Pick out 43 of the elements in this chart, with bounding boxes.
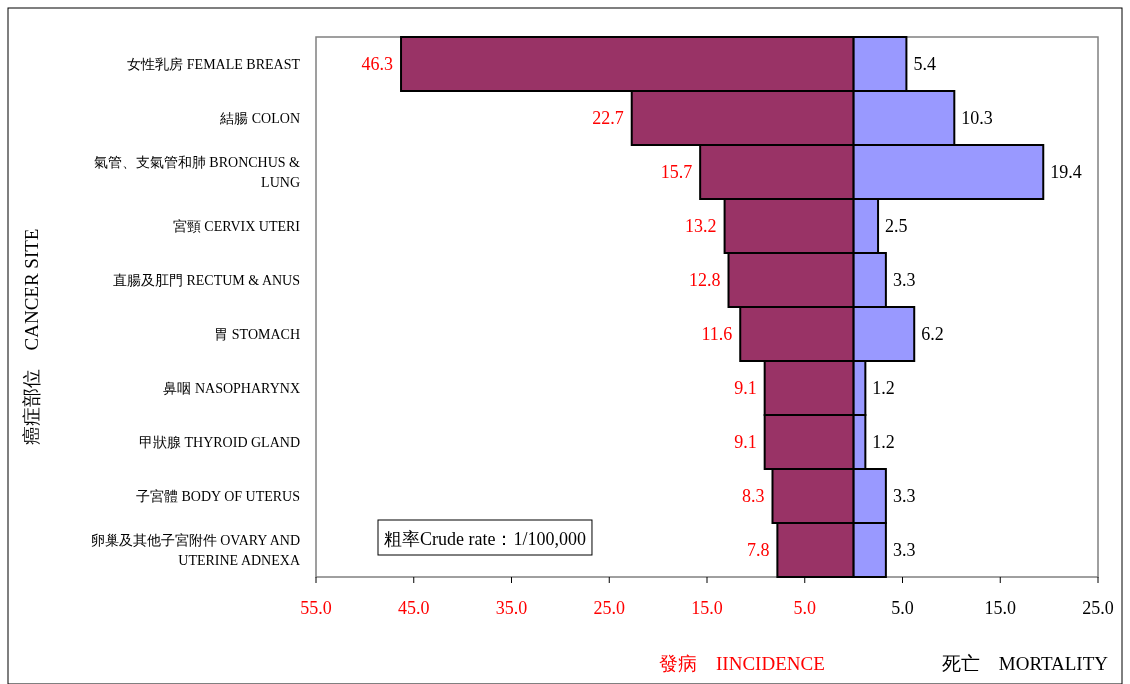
x-tick-label: 25.0 <box>593 598 625 618</box>
text: 發病 IINCIDENCE <box>659 653 825 674</box>
data-label: 6.2 <box>921 324 944 344</box>
data-label: 2.5 <box>885 216 908 236</box>
data-label: 3.3 <box>892 270 916 290</box>
data-label: 13.2 <box>685 216 717 236</box>
x-tick-label: 5.0 <box>793 598 816 618</box>
y-axis-title: 癌症部位 CANCER SITE <box>21 228 42 446</box>
y-tick-label: 宮頸 CERVIX UTERI <box>172 219 301 234</box>
text: 死亡 MORTALITY <box>941 653 1109 674</box>
data-label: 1.2 <box>872 378 895 398</box>
y-tick-label: 女性乳房 FEMALE BREAST <box>127 57 301 72</box>
x-tick-label: 15.0 <box>691 598 723 618</box>
data-label: 46.3 <box>361 54 394 74</box>
data-label: 7.8 <box>746 540 770 560</box>
y-tick-label: 鼻咽 NASOPHARYNX <box>163 381 300 396</box>
y-tick-label: 甲狀腺 THYROID GLAND <box>139 435 300 450</box>
y-tick-label: 卵巢及其他子宮附件 OVARY AND UTERINE ADNEXA <box>90 533 301 568</box>
y-tick-label: 胃 STOMACH <box>214 327 300 342</box>
data-label: 5.4 <box>913 54 936 74</box>
data-label: 8.3 <box>741 486 765 506</box>
data-label: 10.3 <box>961 108 993 128</box>
y-tick-label: 子宮體 BODY OF UTERUS <box>136 489 300 504</box>
x-tick-label: 5.0 <box>891 598 914 618</box>
data-label: 19.4 <box>1050 162 1082 182</box>
x-tick-label: 35.0 <box>495 598 528 618</box>
data-label: 15.7 <box>660 162 693 182</box>
x-tick-label: 15.0 <box>984 598 1016 618</box>
data-label: 1.2 <box>872 432 895 452</box>
y-tick-label: 結腸 COLON <box>219 111 300 126</box>
y-tick-label: 直腸及肛門 RECTUM & ANUS <box>112 273 300 288</box>
data-label: 3.3 <box>892 540 916 560</box>
y-tick-label: 氣管、支氣管和肺 BRONCHUS & LUNG <box>93 155 301 190</box>
annotation: 粗率Crude rate：1/100,000 <box>384 529 586 549</box>
data-label: 9.1 <box>734 378 757 398</box>
data-label: 11.6 <box>701 324 733 344</box>
x-tick-label: 55.0 <box>300 598 332 618</box>
data-label: 12.8 <box>689 270 721 290</box>
x-tick-label: 45.0 <box>398 598 430 618</box>
x-tick-label: 25.0 <box>1082 598 1114 618</box>
data-label: 3.3 <box>892 486 916 506</box>
data-label: 9.1 <box>734 432 757 452</box>
data-label: 22.7 <box>592 108 624 128</box>
